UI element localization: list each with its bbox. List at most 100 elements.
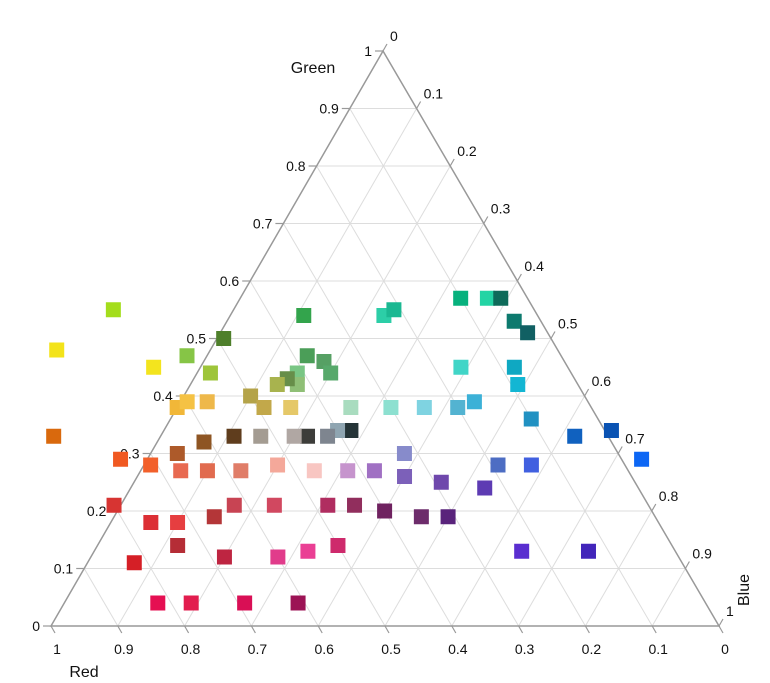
data-point <box>506 359 522 375</box>
data-point <box>243 388 259 404</box>
green-tick-label: 0 <box>32 618 40 634</box>
data-point <box>126 555 142 571</box>
gridline-red <box>282 223 520 627</box>
blue-tick-label: 0.8 <box>659 488 679 504</box>
data-point <box>233 463 249 479</box>
data-point <box>269 377 285 392</box>
red-tick-mark <box>117 625 123 634</box>
blue-tick-mark <box>449 158 455 167</box>
red-tick-label: 0.4 <box>448 641 468 657</box>
data-point <box>316 354 332 369</box>
red-tick-label: 0.5 <box>381 641 401 657</box>
data-point <box>299 348 315 364</box>
data-point <box>296 308 312 323</box>
green-tick-label: 0.7 <box>253 216 273 232</box>
blue-tick-mark <box>483 216 489 224</box>
gridline-blue <box>651 568 686 627</box>
red-tick-label: 0.7 <box>248 641 268 657</box>
blue-tick-label: 1 <box>726 603 734 619</box>
data-points <box>46 290 650 611</box>
red-tick-label: 0.6 <box>314 641 334 657</box>
blue-tick-mark <box>651 503 657 512</box>
data-point <box>603 423 619 438</box>
blue-tick-mark <box>382 43 388 52</box>
red-tick-mark <box>317 625 323 634</box>
green-tick-label: 0.2 <box>87 503 107 519</box>
data-point <box>377 503 393 519</box>
gridline-blue <box>518 453 619 627</box>
data-point <box>253 428 269 444</box>
data-point <box>146 359 162 375</box>
data-point <box>169 446 185 461</box>
blue-tick-mark <box>718 618 724 627</box>
data-point <box>580 543 596 559</box>
data-point <box>479 290 495 306</box>
data-point <box>237 595 253 611</box>
data-point <box>179 394 195 410</box>
gridline-red <box>349 108 653 627</box>
gridline-red <box>150 453 252 627</box>
blue-tick-label: 0.3 <box>491 201 511 217</box>
data-point <box>143 515 159 530</box>
red-tick-mark <box>50 625 56 634</box>
blue-tick-label: 0.9 <box>692 546 712 562</box>
blue-tick-label: 0.6 <box>592 373 612 389</box>
data-point <box>113 451 129 467</box>
data-point <box>523 411 539 427</box>
data-point <box>453 290 469 306</box>
red-tick-mark <box>718 625 724 634</box>
data-point <box>226 497 242 513</box>
gridline-red <box>216 338 386 627</box>
data-point <box>179 348 195 364</box>
data-point <box>202 365 218 381</box>
red-tick-mark <box>651 625 657 634</box>
red-tick-label: 0.8 <box>181 641 201 657</box>
blue-tick-mark <box>684 561 690 569</box>
data-point <box>416 400 432 415</box>
data-point <box>634 451 650 467</box>
data-point <box>170 538 186 553</box>
data-point <box>300 428 316 444</box>
gridline-red <box>183 395 319 627</box>
data-point <box>300 543 316 559</box>
red-tick-label: 0.2 <box>582 641 602 657</box>
gridline-blue <box>250 223 485 627</box>
data-point <box>196 434 212 450</box>
data-point <box>466 394 482 410</box>
data-point <box>453 359 469 375</box>
data-point <box>170 515 186 530</box>
data-point <box>413 509 429 525</box>
data-point <box>366 463 382 479</box>
data-point <box>290 595 306 611</box>
blue-tick-mark <box>516 273 522 282</box>
data-point <box>270 457 286 473</box>
blue-axis-title: Blue <box>736 574 753 606</box>
data-point <box>433 474 449 490</box>
red-tick-mark <box>250 625 256 634</box>
blue-tick-label: 0.2 <box>457 143 477 159</box>
gridline-blue <box>584 510 653 627</box>
red-tick-mark <box>451 625 457 634</box>
data-point <box>46 428 62 444</box>
data-point <box>343 400 359 415</box>
green-tick-label: 0.1 <box>54 561 74 577</box>
data-point <box>216 549 232 565</box>
blue-tick-mark <box>617 446 623 454</box>
data-point <box>450 400 466 415</box>
data-point <box>49 342 65 358</box>
blue-tick-mark <box>550 331 556 339</box>
red-tick-label: 0.1 <box>648 641 668 657</box>
data-point <box>477 480 493 496</box>
data-point <box>256 400 272 415</box>
red-tick-label: 1 <box>53 641 61 657</box>
data-point <box>216 331 232 346</box>
data-point <box>383 400 399 415</box>
data-point <box>105 302 121 318</box>
green-axis-title: Green <box>291 60 335 77</box>
red-tick-mark <box>518 625 524 634</box>
data-point <box>286 428 302 444</box>
data-point <box>440 509 456 525</box>
data-point <box>106 497 122 513</box>
gridlines <box>83 108 686 627</box>
